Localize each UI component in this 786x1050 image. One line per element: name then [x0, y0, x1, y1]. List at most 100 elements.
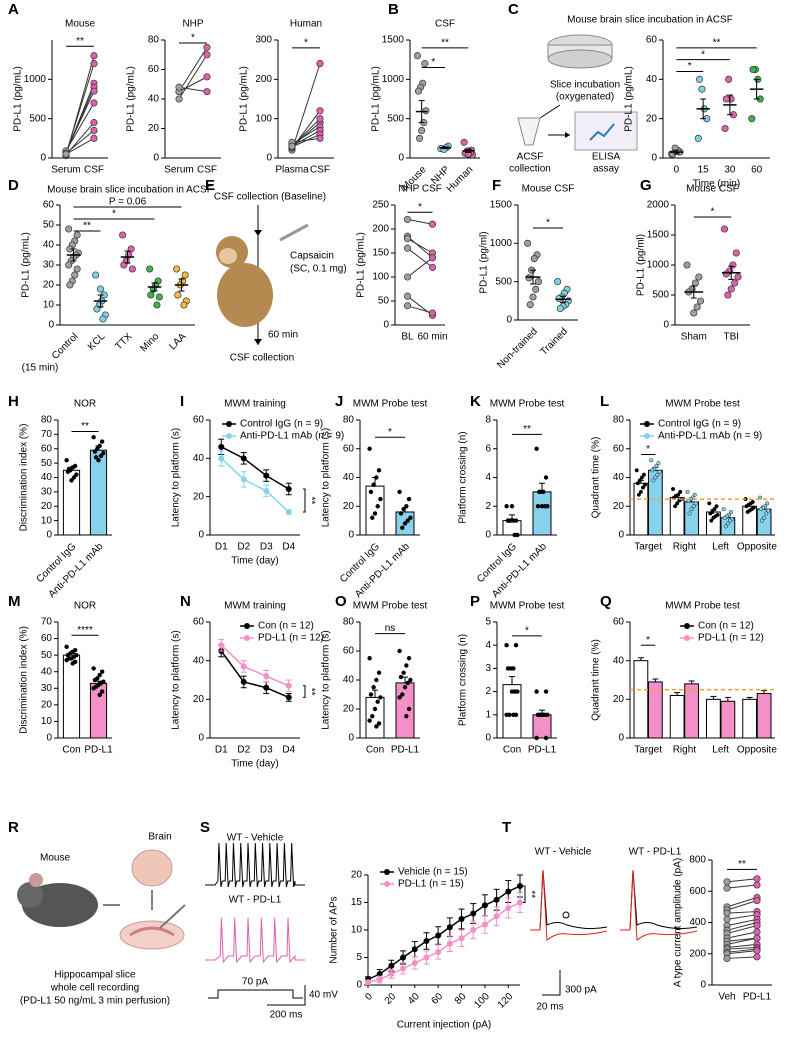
point [505, 905, 512, 911]
pair-line [291, 63, 321, 151]
series-line [220, 457, 290, 513]
sig-label: **** [77, 625, 93, 636]
point [397, 695, 402, 700]
x-tick-label: Non-trained [495, 326, 540, 371]
x-tick-label: Serum [164, 165, 193, 176]
point [687, 511, 692, 516]
point [371, 482, 376, 487]
y-tick-label: 0 [46, 530, 52, 541]
series-line [220, 644, 290, 687]
bar [532, 714, 552, 739]
pair-line [726, 922, 758, 931]
sig-label: * [431, 57, 435, 68]
x-tick-label: Right [673, 745, 697, 756]
chart-title: Mouse CSF [522, 184, 575, 195]
y-tick-label: 0 [266, 153, 272, 164]
y-tick-label: 500 [387, 113, 404, 124]
x-tick-label: 120 [496, 991, 516, 1011]
pair-line [726, 897, 758, 908]
y-tick-label: 0 [153, 153, 159, 164]
bar [742, 698, 758, 739]
diagram-text: CSF collection (Baseline) [214, 192, 326, 203]
x-tick-label: CSF [310, 165, 330, 176]
y-tick-label: 1000 [382, 74, 405, 85]
point [753, 928, 761, 936]
point [535, 504, 541, 509]
x-tick-label: PD-L1 [84, 745, 113, 756]
point [422, 107, 430, 115]
point [428, 263, 437, 271]
panel-label: R [8, 819, 19, 836]
point [180, 301, 188, 309]
point [371, 685, 376, 690]
pair-line [726, 914, 758, 920]
y-tick-label: 500 [495, 276, 512, 287]
point [554, 278, 562, 286]
bar [633, 660, 649, 739]
point [91, 686, 96, 691]
y-axis-label: Latency to platform (s) [321, 630, 332, 729]
y-axis-label: A type current amplitude (pA) [673, 858, 684, 988]
point [543, 735, 549, 741]
pair-line [407, 238, 433, 254]
point [723, 884, 731, 892]
point [372, 511, 378, 516]
point [753, 881, 761, 889]
x-tick-label: PD-L1 [391, 745, 420, 756]
x-tick-label: 60 min [417, 332, 447, 343]
panel-label: B [388, 1, 399, 18]
x-tick-label: TBI [723, 332, 739, 343]
point [119, 231, 127, 239]
x-tick-label: Anti-PD-L1 mAb [490, 541, 549, 600]
y-axis-label: PD-L1 (pg/mL) [126, 66, 137, 132]
bar [756, 508, 772, 536]
point [698, 85, 706, 93]
point [375, 504, 380, 509]
pair-line [407, 218, 433, 225]
y-tick-label: 100 [372, 272, 389, 283]
point [376, 976, 383, 983]
point [69, 478, 74, 483]
tube [517, 117, 541, 146]
chart-title: MWM training [224, 399, 286, 410]
legend-marker [684, 635, 690, 641]
point [378, 695, 383, 700]
point [66, 466, 72, 472]
legend-label: Control IgG (n = 9) [240, 419, 323, 430]
pair-line [407, 257, 433, 278]
point [635, 481, 640, 486]
y-tick-label: 60 [613, 617, 625, 628]
panel-label: M [8, 593, 21, 610]
x-tick-label: D4 [282, 542, 295, 553]
y-tick-label: 20 [193, 491, 205, 502]
point [370, 515, 375, 520]
point [470, 927, 477, 933]
point [728, 510, 733, 515]
legend-marker [226, 421, 232, 427]
point [97, 443, 102, 449]
panel-label: O [335, 593, 347, 610]
point [175, 95, 183, 103]
point [367, 718, 372, 723]
stimulus-label: 70 pA [242, 977, 268, 988]
y-tick-label: 2000 [647, 200, 670, 211]
sig-label: ** [523, 424, 531, 435]
point [285, 682, 292, 689]
y-tick-label: 1000 [24, 74, 47, 85]
point [388, 971, 395, 977]
y-tick-label: 0 [40, 153, 46, 164]
bar [502, 520, 522, 536]
trace-label: WT - PD-L1 [629, 847, 682, 858]
y-tick-label: 20 [351, 870, 363, 881]
point [556, 304, 564, 313]
y-tick-label: 0 [198, 530, 204, 541]
y-tick-label: 200 [255, 74, 272, 85]
point [753, 934, 761, 942]
y-axis-label: PD-L1 (pg/mL) [356, 232, 367, 298]
y-tick-label: 50 [41, 650, 53, 661]
point [92, 271, 100, 279]
y-tick-label: 150 [372, 248, 389, 259]
point [376, 971, 383, 977]
pair-line [407, 305, 433, 314]
